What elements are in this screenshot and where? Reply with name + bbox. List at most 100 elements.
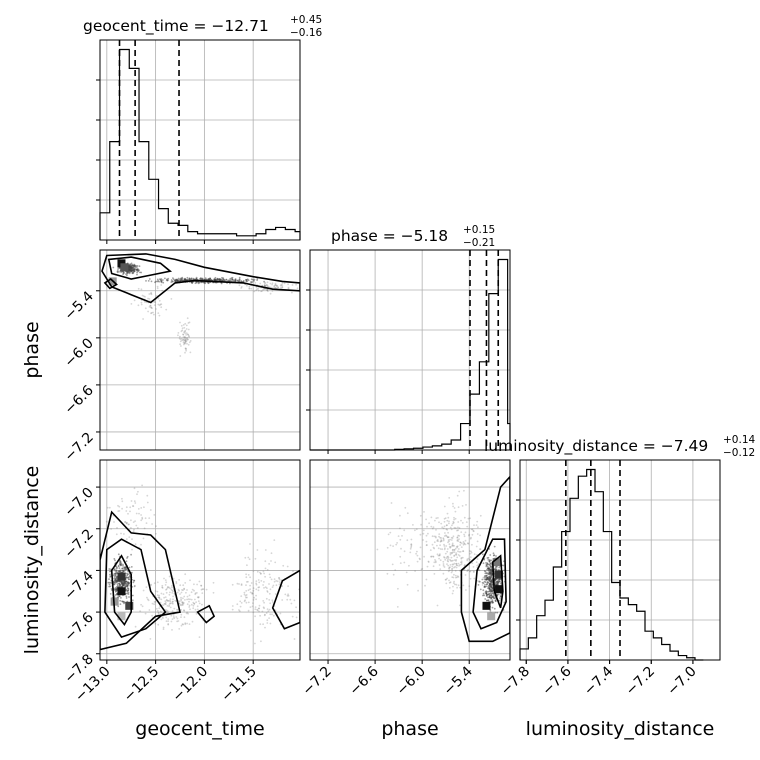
sample-point-geocent_timephase-584 [234, 279, 237, 282]
sample-point-geocent_timeluminosity_distance-426 [169, 600, 172, 603]
sample-point-geocent_timeluminosity_distance-736 [269, 613, 272, 616]
sample-point-geocent_timephase-807 [246, 284, 248, 287]
sample-point-phaseluminosity_distance-472 [487, 599, 490, 601]
sample-point-phaseluminosity_distance-541 [449, 526, 452, 529]
sample-point-geocent_timeluminosity_distance-803 [278, 583, 281, 586]
sample-point-phaseluminosity_distance-520 [470, 551, 473, 554]
sample-point-geocent_timephase-729 [177, 332, 180, 334]
sample-point-phaseluminosity_distance-781 [457, 548, 460, 550]
sample-point-geocent_timeluminosity_distance-507 [165, 588, 168, 590]
sample-point-geocent_timeluminosity_distance-438 [167, 600, 169, 602]
sample-point-geocent_timeluminosity_distance-659 [166, 605, 169, 607]
sample-point-phaseluminosity_distance-456 [497, 580, 500, 582]
sample-point-phaseluminosity_distance-769 [475, 545, 478, 548]
sample-point-geocent_timeluminosity_distance-807 [290, 602, 293, 605]
sample-point-phaseluminosity_distance-727 [443, 556, 445, 558]
sample-point-geocent_timephase-548 [230, 277, 233, 280]
sample-point-phaseluminosity_distance-878 [386, 546, 389, 549]
sample-point-geocent_timeluminosity_distance-117 [118, 567, 121, 569]
sample-point-geocent_timeluminosity_distance-535 [193, 589, 195, 592]
sample-point-geocent_timeluminosity_distance-678 [196, 592, 198, 594]
sample-point-phaseluminosity_distance-496 [457, 576, 460, 578]
sample-point-geocent_timephase-787 [266, 288, 269, 291]
sample-point-geocent_timephase-570 [220, 278, 223, 281]
sample-point-geocent_timephase-739 [188, 341, 191, 344]
sample-point-phaseluminosity_distance-615 [433, 541, 436, 544]
sample-point-geocent_timeluminosity_distance-436 [193, 583, 195, 586]
contour-geocent_timephase-2 [103, 277, 118, 290]
sample-point-geocent_timeluminosity_distance-744 [252, 589, 255, 592]
sample-point-geocent_timeluminosity_distance-568 [198, 580, 201, 583]
sample-point-geocent_timeluminosity_distance-574 [172, 600, 174, 603]
sample-point-phaseluminosity_distance-524 [467, 557, 470, 560]
sample-point-phaseluminosity_distance-811 [466, 569, 469, 571]
sample-point-geocent_timeluminosity_distance-442 [196, 608, 199, 611]
panel-frame-phaseluminosity_distance [309, 459, 511, 661]
sample-point-geocent_timeluminosity_distance-812 [259, 623, 262, 626]
sample-point-geocent_timeluminosity_distance-920 [143, 527, 146, 530]
sample-point-geocent_timeluminosity_distance-495 [161, 586, 164, 589]
sample-point-geocent_timeluminosity_distance-644 [167, 623, 170, 625]
sample-point-geocent_timeluminosity_distance-423 [176, 608, 178, 611]
sample-point-geocent_timeluminosity_distance-824 [266, 591, 269, 593]
sample-point-geocent_timephase-675 [148, 298, 151, 300]
sample-point-geocent_timephase-696 [183, 338, 185, 341]
sample-point-geocent_timeluminosity_distance-606 [184, 622, 187, 624]
sample-point-geocent_timeluminosity_distance-640 [160, 611, 163, 614]
sample-point-geocent_timeluminosity_distance-854 [247, 589, 250, 592]
sample-point-geocent_timephase-736 [185, 324, 188, 327]
sample-point-geocent_timeluminosity_distance-617 [168, 586, 170, 589]
sample-point-geocent_timeluminosity_distance-366 [108, 583, 111, 586]
sample-point-phaseluminosity_distance-404 [486, 572, 488, 574]
sample-point-geocent_timephase-638 [152, 311, 154, 314]
sample-point-phaseluminosity_distance-463 [494, 583, 497, 586]
sample-point-geocent_timeluminosity_distance-751 [263, 581, 265, 583]
sample-point-geocent_timephase-258 [136, 265, 139, 267]
sample-point-geocent_timeluminosity_distance-641 [171, 618, 174, 620]
sample-point-phaseluminosity_distance-608 [444, 517, 447, 519]
sample-point-phaseluminosity_distance-761 [464, 539, 467, 542]
sample-point-geocent_timeluminosity_distance-847 [269, 622, 272, 625]
sample-point-phaseluminosity_distance-44 [489, 554, 492, 556]
xtick-label-geocent_time-3: −11.5 [218, 664, 260, 706]
sample-point-phaseluminosity_distance-664 [470, 550, 472, 553]
sample-point-phaseluminosity_distance-854 [406, 583, 409, 586]
sample-point-geocent_timephase-512 [252, 278, 255, 281]
sample-point-geocent_timeluminosity_distance-352 [108, 578, 110, 580]
sample-point-phaseluminosity_distance-61 [483, 576, 486, 579]
sample-point-geocent_timeluminosity_distance-608 [179, 584, 182, 587]
panel-geocent_time-vs-phase [99, 249, 301, 451]
sample-point-geocent_timeluminosity_distance-499 [161, 584, 164, 587]
sample-point-geocent_timephase-725 [182, 333, 185, 336]
sample-point-geocent_timeluminosity_distance-378 [119, 564, 122, 567]
sample-point-geocent_timephase-737 [179, 338, 182, 341]
sample-point-geocent_timephase-755 [257, 287, 260, 290]
sample-point-geocent_timeluminosity_distance-194 [117, 570, 120, 572]
sample-point-phaseluminosity_distance-758 [459, 541, 462, 544]
sample-point-phaseluminosity_distance-566 [437, 554, 440, 557]
sample-point-phaseluminosity_distance-880 [399, 514, 401, 517]
sample-point-geocent_timephase-572 [210, 279, 213, 281]
sample-point-phaseluminosity_distance-582 [432, 555, 435, 558]
sample-point-geocent_timephase-731 [185, 347, 187, 350]
sample-point-geocent_timeluminosity_distance-722 [273, 580, 276, 583]
sample-point-geocent_timeluminosity_distance-677 [170, 614, 173, 617]
sample-point-phaseluminosity_distance-720 [470, 536, 472, 539]
sample-point-geocent_timeluminosity_distance-437 [178, 579, 181, 581]
sample-point-geocent_timeluminosity_distance-534 [180, 616, 182, 618]
sample-point-geocent_timeluminosity_distance-511 [156, 581, 159, 584]
sample-point-geocent_timeluminosity_distance-869 [137, 508, 140, 510]
sample-point-geocent_timeluminosity_distance-455 [192, 601, 195, 604]
sample-point-phaseluminosity_distance-571 [463, 543, 466, 545]
sample-point-geocent_timeluminosity_distance-172 [120, 597, 122, 599]
sample-point-geocent_timeluminosity_distance-937 [140, 514, 143, 516]
sample-point-geocent_timephase-704 [184, 339, 187, 342]
sample-point-geocent_timeluminosity_distance-896 [125, 522, 128, 525]
sample-point-geocent_timephase-703 [183, 342, 186, 344]
sample-point-geocent_timephase-718 [183, 343, 185, 346]
sample-point-geocent_timeluminosity_distance-800 [263, 587, 265, 589]
sample-point-geocent_timephase-734 [187, 338, 189, 341]
sample-point-phaseluminosity_distance-877 [391, 563, 394, 566]
sample-point-phaseluminosity_distance-544 [462, 541, 465, 543]
sample-point-geocent_timeluminosity_distance-936 [141, 484, 144, 487]
